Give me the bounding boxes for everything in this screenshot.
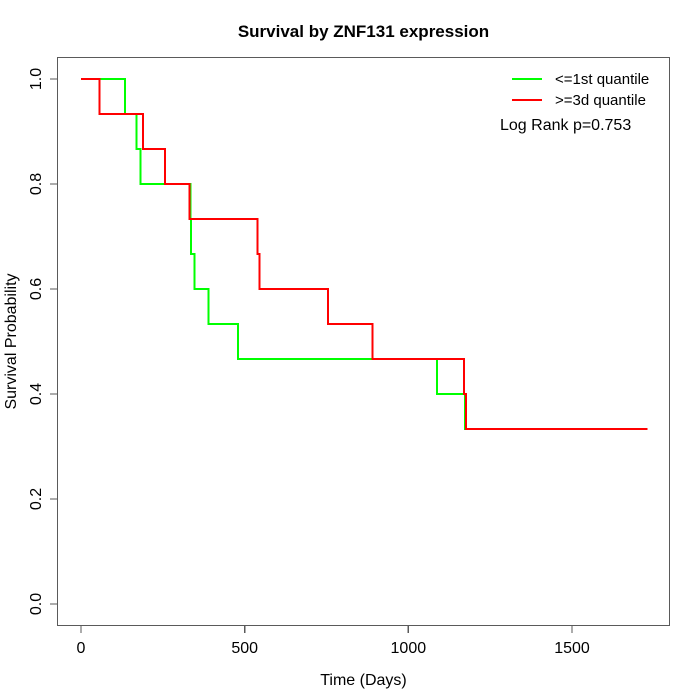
x-axis-title: Time (Days) [320,672,407,689]
y-tick-label: 0.0 [28,593,45,615]
x-tick-label: 0 [77,640,86,657]
y-tick-label: 0.2 [28,488,45,510]
y-tick-label: 0.8 [28,173,45,195]
x-tick-label: 500 [231,640,258,657]
x-tick-label: 1500 [554,640,590,657]
plot-border-box [56,56,671,627]
survival-curve-first-quantile [81,78,468,431]
legend: <=1st quantile >=3d quantile Log Rank p=… [500,71,649,134]
y-axis-title: Survival Probability [3,273,20,409]
legend-item-third-quantile: >=3d quantile [512,92,646,109]
x-tick-label: 1000 [391,640,427,657]
survival-curves-layer [81,78,648,431]
legend-label-first-quantile: <=1st quantile [555,71,649,88]
log-rank-p-value: Log Rank p=0.753 [500,117,631,134]
survival-curve-third-quantile [81,78,648,431]
y-tick-label: 0.6 [28,278,45,300]
y-tick-label: 1.0 [28,68,45,90]
chart-title: Survival by ZNF131 expression [238,22,489,41]
legend-item-first-quantile: <=1st quantile [512,71,649,88]
legend-label-third-quantile: >=3d quantile [555,92,646,109]
axis-ticks-layer: 0 500 1000 1500 0.0 0.2 0.4 0.6 0.8 1.0 [28,68,590,657]
y-tick-label: 0.4 [28,383,45,405]
